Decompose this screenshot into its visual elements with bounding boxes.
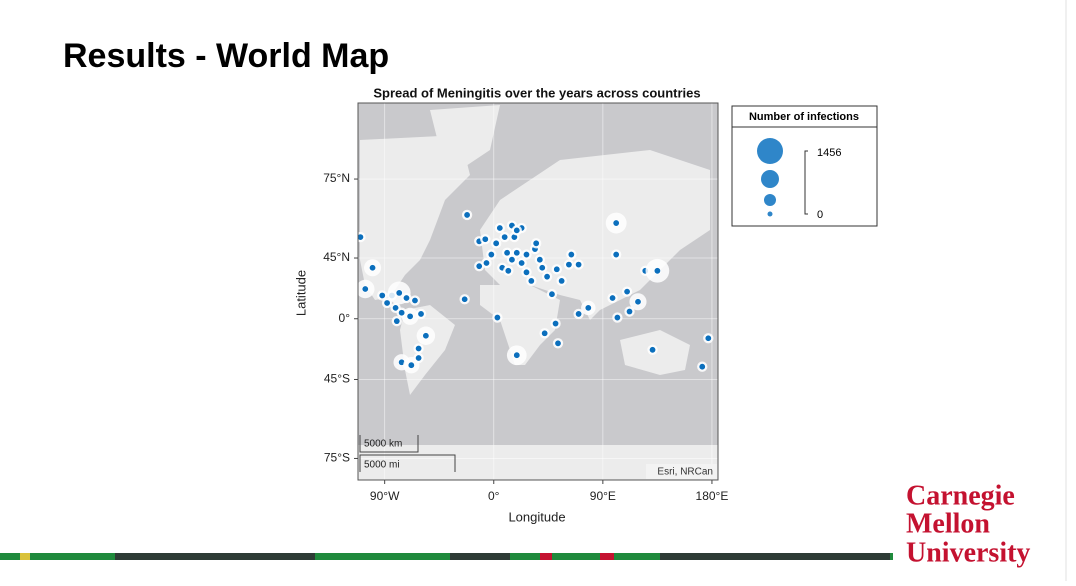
y-tick-label: 0° <box>339 311 351 325</box>
attribution-bg <box>646 464 717 479</box>
bubble <box>527 277 536 285</box>
chart-title: Spread of Meningitis over the years acro… <box>373 85 700 100</box>
bubble <box>584 304 593 312</box>
bubble <box>536 256 544 264</box>
bubble <box>503 249 511 257</box>
slide-title: Results - World Map <box>63 37 389 75</box>
y-tick-label: 45°N <box>323 250 350 264</box>
y-tick-label: 75°S <box>324 451 350 465</box>
y-tick-label: 45°S <box>324 372 350 386</box>
bubble <box>417 310 425 318</box>
bubble <box>543 272 551 281</box>
bubble <box>517 259 526 267</box>
bubble <box>500 233 509 241</box>
bubble <box>567 250 576 259</box>
bubble <box>623 287 631 296</box>
bubble <box>395 289 403 297</box>
bubble <box>608 294 617 302</box>
bottom-stripe <box>0 553 893 560</box>
y-tick-label: 75°N <box>323 171 350 185</box>
bubble <box>460 295 469 303</box>
x-axis-label: Longitude <box>508 509 565 524</box>
scale-bar: 5000 km 5000 mi <box>359 435 456 472</box>
bubble <box>496 224 504 232</box>
bubble <box>551 319 560 328</box>
bubble <box>612 250 620 259</box>
logo-line: Mellon <box>906 508 990 539</box>
legend-max: 1456 <box>817 147 841 159</box>
bubble <box>540 329 549 337</box>
logo: Carnegie Mellon University <box>906 480 1030 568</box>
x-tick-label: 180°E <box>696 489 729 503</box>
bubble <box>634 298 642 306</box>
bubble <box>422 332 430 340</box>
bubble <box>393 317 401 325</box>
bubble <box>383 299 391 307</box>
legend-bubble <box>761 170 779 188</box>
bubble <box>368 264 377 272</box>
map-background <box>358 103 718 480</box>
legend-bubble <box>764 194 776 206</box>
bubble <box>361 285 369 293</box>
bubble <box>548 290 556 298</box>
bubble <box>574 310 583 318</box>
bubble <box>613 313 622 322</box>
bubble <box>553 265 561 273</box>
size-legend: Number of infections 1456 0 <box>731 105 878 227</box>
bubble <box>481 235 489 243</box>
legend-title: Number of infections <box>749 111 859 123</box>
bubble <box>574 260 583 269</box>
bubble <box>492 239 500 248</box>
bubble <box>513 351 521 359</box>
y-axis-label: Latitude <box>293 270 308 316</box>
bubble <box>391 304 400 312</box>
bubble <box>538 264 546 272</box>
bubble <box>406 312 414 321</box>
bubble <box>487 250 496 259</box>
bubble <box>414 354 423 362</box>
legend-min: 0 <box>817 209 823 221</box>
logo-line: Carnegie <box>906 480 1015 511</box>
bubble <box>522 250 531 259</box>
bubble <box>482 259 491 267</box>
bubble <box>411 296 419 305</box>
bubble <box>378 291 386 300</box>
bubble <box>565 260 573 269</box>
bubble <box>493 313 502 322</box>
bubble <box>356 233 365 241</box>
legend-bubble <box>767 211 773 217</box>
bubble <box>463 211 471 219</box>
bubble <box>554 339 562 348</box>
bubble <box>504 267 513 275</box>
scale-mi: 5000 mi <box>364 460 400 471</box>
bubble <box>414 344 423 353</box>
bubble <box>402 294 411 302</box>
map-frame <box>357 102 719 481</box>
bubble <box>522 268 531 276</box>
bubble <box>513 249 521 257</box>
x-tick-label: 0° <box>488 489 500 503</box>
scale-km: 5000 km <box>364 439 402 450</box>
bubble <box>648 346 657 354</box>
bubble <box>704 334 713 342</box>
bubble <box>532 239 540 248</box>
bubble <box>625 307 634 316</box>
bubble <box>653 267 662 275</box>
bubble <box>407 361 416 369</box>
bubble <box>508 256 516 264</box>
logo-line: University <box>906 537 1030 568</box>
bubble <box>513 226 521 235</box>
bubble <box>397 309 406 317</box>
grid <box>358 103 718 480</box>
bubble <box>612 219 620 227</box>
bubble <box>698 363 706 371</box>
x-tick-label: 90°E <box>590 489 616 503</box>
attribution: Esri, NRCan <box>657 467 713 478</box>
bubbles <box>355 209 714 374</box>
x-tick-label: 90°W <box>370 489 400 503</box>
bubble <box>557 277 566 285</box>
legend-bubble <box>757 138 783 164</box>
